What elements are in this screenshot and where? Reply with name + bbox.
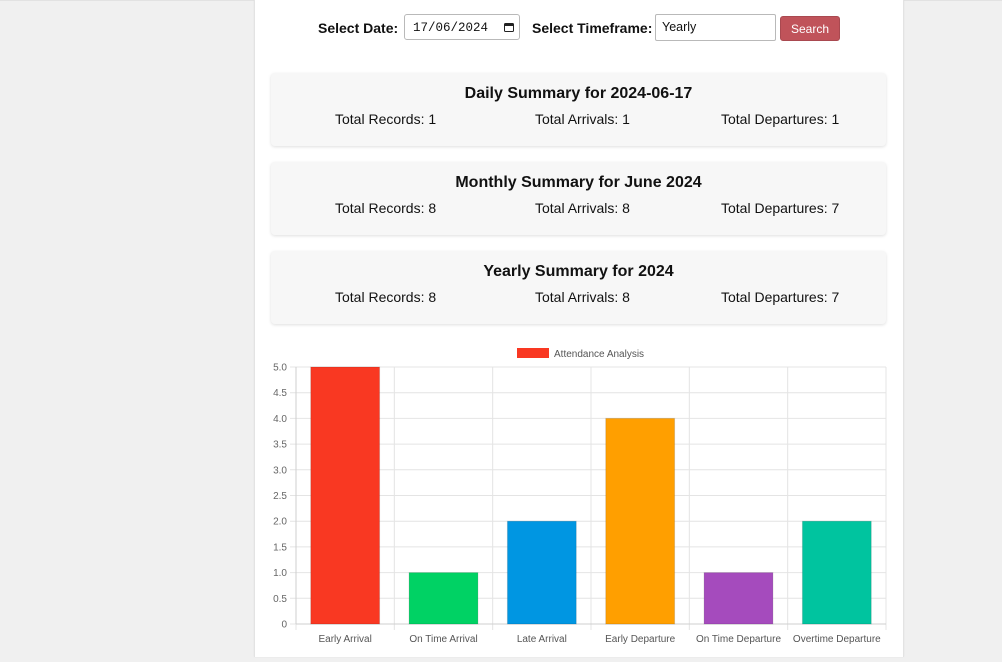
y-tick-label: 3.5 [273, 440, 287, 451]
y-tick-label: 4.5 [273, 388, 287, 399]
monthly-total-departures: Total Departures: 7 [721, 200, 840, 216]
date-value: 17/06/2024 [413, 21, 489, 35]
legend-label: Attendance Analysis [554, 349, 644, 360]
bar-on-time-departure [703, 572, 774, 625]
yearly-total-records: Total Records: 8 [335, 289, 437, 305]
bar-early-arrival [310, 366, 381, 625]
timeframe-label: Select Timeframe: [532, 20, 653, 36]
y-tick-label: 3.0 [273, 465, 287, 476]
attendance-chart-svg: 0 0.5 1.0 1.5 2.0 2.5 3.0 3.5 4.0 4.5 5.0 Early Arr… [273, 348, 887, 645]
monthly-total-arrivals: Total Arrivals: 8 [535, 200, 630, 216]
monthly-summary-card: Monthly Summary for June 2024 Total Reco… [271, 162, 886, 235]
y-tick-label: 2.5 [273, 491, 287, 502]
monthly-total-records: Total Records: 8 [335, 200, 437, 216]
daily-summary-title: Daily Summary for 2024-06-17 [464, 85, 693, 102]
x-tick-label: On Time Departure [696, 634, 781, 645]
y-tick-label: 0 [281, 620, 287, 631]
daily-total-departures: Total Departures: 1 [721, 111, 840, 127]
y-tick-label: 4.0 [273, 414, 287, 425]
daily-total-records: Total Records: 1 [335, 111, 437, 127]
calendar-icon[interactable] [504, 22, 514, 32]
date-input[interactable]: 17/06/2024 [404, 14, 520, 40]
yearly-summary-card: Yearly Summary for 2024 Total Records: 8… [271, 251, 886, 324]
filter-bar: Select Date: 17/06/2024 Select Timeframe… [255, 14, 903, 44]
x-tick-label: Early Departure [605, 634, 675, 645]
x-tick-label: Early Arrival [318, 634, 371, 645]
main-panel: Select Date: 17/06/2024 Select Timeframe… [254, 0, 904, 657]
yearly-summary-title: Yearly Summary for 2024 [483, 263, 674, 280]
yearly-total-departures: Total Departures: 7 [721, 289, 840, 305]
y-tick-label: 5.0 [273, 363, 287, 374]
attendance-chart: 0 0.5 1.0 1.5 2.0 2.5 3.0 3.5 4.0 4.5 5.0 Early Arr… [255, 340, 903, 657]
search-button[interactable]: Search [780, 16, 840, 41]
bar-late-arrival [506, 520, 577, 625]
daily-summary-card: Daily Summary for 2024-06-17 Total Recor… [271, 73, 886, 146]
y-tick-label: 0.5 [273, 594, 287, 605]
x-tick-label: Overtime Departure [793, 634, 881, 645]
timeframe-input[interactable]: Yearly [655, 14, 776, 41]
x-tick-label: On Time Arrival [409, 634, 477, 645]
y-tick-label: 2.0 [273, 517, 287, 528]
y-tick-label: 1.5 [273, 542, 287, 553]
date-label: Select Date: [318, 20, 399, 36]
daily-total-arrivals: Total Arrivals: 1 [535, 111, 630, 127]
legend-swatch [517, 348, 549, 358]
bar-on-time-arrival [408, 572, 479, 625]
bar-overtime-departure [801, 520, 872, 625]
monthly-summary-title: Monthly Summary for June 2024 [455, 174, 702, 191]
y-tick-label: 1.0 [273, 568, 287, 579]
yearly-total-arrivals: Total Arrivals: 8 [535, 289, 630, 305]
x-tick-label: Late Arrival [517, 634, 567, 645]
bar-early-departure [605, 417, 676, 625]
